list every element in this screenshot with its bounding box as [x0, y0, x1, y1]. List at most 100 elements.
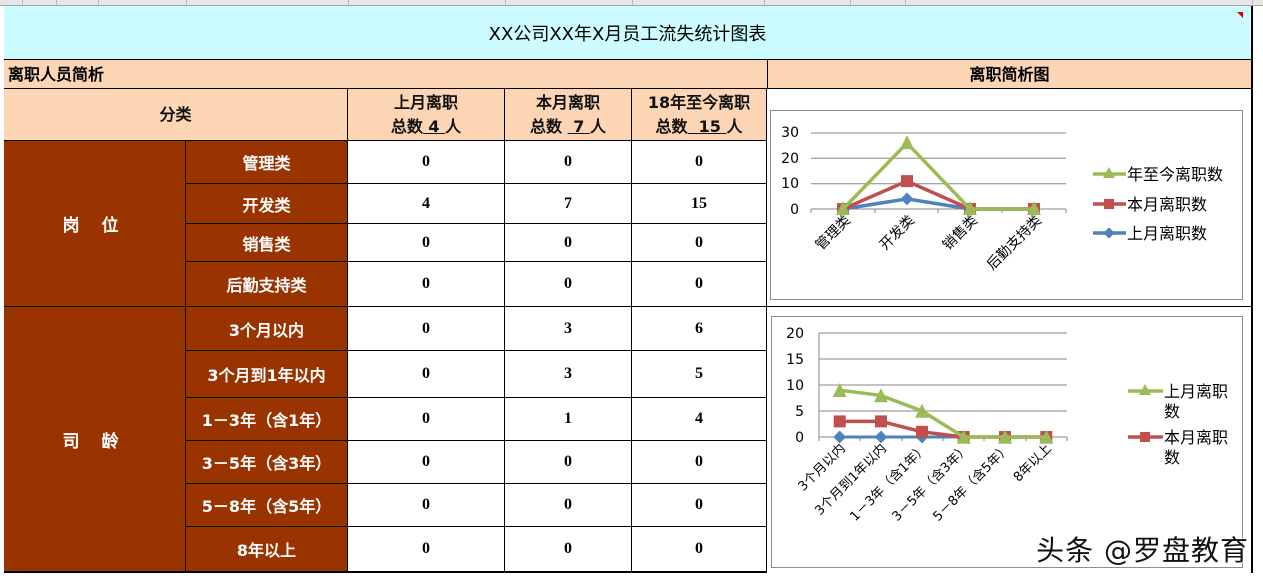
total-prefix: 总数	[655, 116, 688, 136]
row-label-text: 销售类	[242, 234, 291, 254]
row-label-support[interactable]: 后勤支持类	[186, 262, 348, 307]
cell-last-month[interactable]: 0	[348, 527, 505, 572]
total-suffix: 人	[445, 116, 462, 136]
header-category-label: 分类	[159, 104, 192, 124]
total-prefix: 总数	[390, 116, 423, 136]
square-marker-icon	[1104, 199, 1114, 209]
row-label-tenure-5-8y[interactable]: 5－8年（含5年）	[186, 484, 348, 527]
svg-text:20: 20	[781, 151, 799, 167]
row-label-development[interactable]: 开发类	[186, 184, 348, 224]
header-ytd[interactable]: 18年至今离职 总数 15 人	[632, 89, 767, 141]
cell-value: 0	[695, 275, 703, 292]
triangle-marker-icon	[1103, 167, 1115, 178]
cell-value: 3	[564, 365, 572, 382]
total-count: 15	[688, 117, 727, 136]
col-divider	[505, 0, 506, 6]
cell-ytd[interactable]: 5	[632, 351, 767, 398]
row-label-sales[interactable]: 销售类	[186, 224, 348, 262]
group-tenure[interactable]: 司 龄	[4, 307, 186, 572]
legend-this-month-line1: 本月离职	[1164, 428, 1228, 447]
row-label-management[interactable]: 管理类	[186, 141, 348, 184]
cell-ytd[interactable]: 0	[632, 527, 767, 572]
cell-value: 0	[695, 153, 703, 170]
cell-last-month[interactable]: 0	[348, 262, 505, 307]
cell-last-month[interactable]: 0	[348, 484, 505, 527]
cell-value: 1	[564, 410, 572, 427]
square-marker-icon	[1140, 432, 1150, 442]
cell-this-month[interactable]: 0	[505, 527, 632, 572]
sheet-title: XX公司XX年X月员工流失统计图表	[488, 23, 767, 45]
cell-last-month[interactable]: 0	[348, 224, 505, 262]
svg-text:5: 5	[795, 404, 804, 420]
cell-ytd[interactable]: 0	[632, 224, 767, 262]
cell-value: 0	[564, 233, 572, 251]
cell-ytd[interactable]: 0	[632, 441, 767, 484]
cell-ytd[interactable]: 0	[632, 262, 767, 307]
cell-last-month[interactable]: 0	[348, 398, 505, 441]
cell-this-month[interactable]: 0	[505, 262, 632, 307]
last-month-total: 4	[428, 116, 440, 136]
cell-value: 7	[564, 194, 572, 212]
svg-text:1－3年（含1年）: 1－3年（含1年）	[847, 441, 931, 525]
series-ytd-line	[841, 140, 1034, 211]
cell-last-month[interactable]: 0	[348, 351, 505, 398]
group-position[interactable]: 岗 位	[4, 141, 186, 307]
cell-last-month[interactable]: 0	[348, 307, 505, 351]
section-title-analysis[interactable]: 离职人员简析	[8, 65, 105, 84]
section-title-chart[interactable]: 离职简析图	[969, 65, 1050, 84]
cell-this-month[interactable]: 0	[505, 224, 632, 262]
cell-ytd[interactable]: 0	[632, 484, 767, 527]
row-label-tenure-3-5y[interactable]: 3－5年（含3年）	[186, 441, 348, 484]
row-label-tenure-3m-1y[interactable]: 3个月到1年以内	[186, 351, 348, 398]
cell-last-month[interactable]: 0	[348, 141, 505, 184]
header-this-month[interactable]: 本月离职 总数 7 人	[505, 89, 632, 141]
total-suffix: 人	[589, 116, 606, 136]
cell-this-month[interactable]: 3	[505, 307, 632, 351]
cell-value: 0	[564, 153, 572, 170]
svg-text:30: 30	[781, 125, 799, 141]
header-this-month-line2: 总数 7 人	[530, 115, 606, 139]
header-category[interactable]: 分类	[4, 89, 348, 141]
cell-ytd[interactable]: 15	[632, 184, 767, 224]
cell-this-month[interactable]: 1	[505, 398, 632, 441]
cell-this-month[interactable]: 0	[505, 441, 632, 484]
cell-this-month[interactable]: 7	[505, 184, 632, 224]
legend-last-month-line1: 上月离职	[1164, 382, 1228, 401]
position-chart[interactable]: 30 20 10 0	[770, 110, 1243, 300]
cell-this-month[interactable]: 0	[505, 141, 632, 184]
cell-ytd[interactable]: 0	[632, 141, 767, 184]
series-last-month-markers	[832, 383, 1054, 444]
cell-this-month[interactable]: 0	[505, 484, 632, 527]
sheet-title-cell[interactable]: XX公司XX年X月员工流失统计图表	[4, 6, 1251, 60]
ytd-total: 15	[698, 116, 721, 136]
chart-separator	[767, 306, 1251, 307]
svg-text:8年以上: 8年以上	[1011, 441, 1055, 485]
cell-value: 0	[422, 410, 430, 427]
legend-last-month: 上月离职数	[1127, 224, 1207, 243]
legend: 上月离职 数 本月离职 数	[1128, 382, 1228, 467]
row-label-text: 后勤支持类	[226, 276, 307, 295]
cell-ytd[interactable]: 6	[632, 307, 767, 351]
cell-this-month[interactable]: 3	[505, 351, 632, 398]
row-label-tenure-1-3y[interactable]: 1－3年（含1年）	[186, 398, 348, 441]
col-divider	[632, 0, 633, 6]
header-last-month[interactable]: 上月离职 总数 4 人	[348, 89, 505, 141]
row-label-text: 3－5年（含3年）	[201, 454, 332, 473]
tenure-chart[interactable]: 20 15 10 5 0	[771, 316, 1243, 568]
svg-text:20: 20	[786, 326, 804, 342]
svg-text:3－5年（含3年）: 3－5年（含3年）	[889, 441, 973, 525]
row-label-tenure-8y-plus[interactable]: 8年以上	[186, 527, 348, 572]
cell-last-month[interactable]: 4	[348, 184, 505, 224]
cell-ytd[interactable]: 4	[632, 398, 767, 441]
col-divider	[98, 0, 99, 6]
row-label-tenure-3m[interactable]: 3个月以内	[186, 307, 348, 351]
header-this-month-line1: 本月离职	[535, 92, 600, 112]
cell-value: 5	[695, 365, 703, 382]
svg-text:开发类: 开发类	[877, 213, 918, 254]
spreadsheet-area: XX公司XX年X月员工流失统计图表 离职人员简析 离职简析图 分类 上月离职 总…	[4, 6, 1253, 573]
comment-indicator-icon[interactable]	[1237, 12, 1243, 18]
legend-this-month-line2: 数	[1164, 448, 1180, 467]
cell-last-month[interactable]: 0	[348, 441, 505, 484]
svg-text:15: 15	[786, 352, 804, 368]
svg-text:5－8年（含5年）: 5－8年（含5年）	[930, 441, 1014, 525]
